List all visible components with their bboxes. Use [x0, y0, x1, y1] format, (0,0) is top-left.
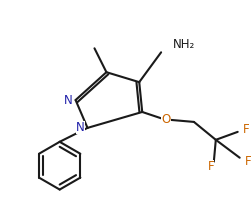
Text: F: F [243, 123, 249, 136]
Text: N: N [64, 94, 73, 107]
Text: N: N [76, 121, 84, 134]
Text: F: F [245, 155, 251, 168]
Text: F: F [208, 160, 214, 173]
Text: NH₂: NH₂ [173, 38, 195, 51]
Text: O: O [162, 113, 171, 126]
